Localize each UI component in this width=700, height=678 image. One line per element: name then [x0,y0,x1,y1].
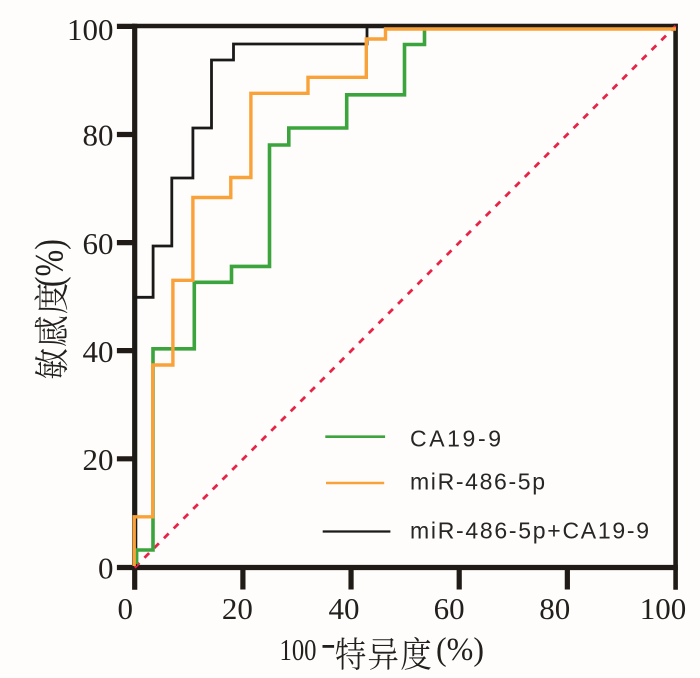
svg-text:100: 100 [67,12,114,47]
svg-text:20: 20 [222,591,253,626]
svg-text:0: 0 [98,551,114,586]
svg-text:20: 20 [83,442,114,477]
svg-text:miR-486-5p: miR-486-5p [410,469,545,495]
svg-text:40: 40 [83,334,114,369]
svg-text:60: 60 [434,591,465,626]
svg-text:40: 40 [329,591,360,626]
svg-text:miR-486-5p+CA19-9: miR-486-5p+CA19-9 [410,518,649,544]
svg-text:(%): (%) [436,632,484,668]
svg-text:CA19-9: CA19-9 [410,426,501,452]
svg-text:(%): (%) [26,239,71,287]
svg-text:100: 100 [280,632,317,667]
svg-text:60: 60 [83,226,114,261]
svg-text:0: 0 [118,591,134,626]
svg-text:80: 80 [83,118,114,153]
svg-text:80: 80 [539,591,570,626]
svg-text:100: 100 [640,591,687,626]
